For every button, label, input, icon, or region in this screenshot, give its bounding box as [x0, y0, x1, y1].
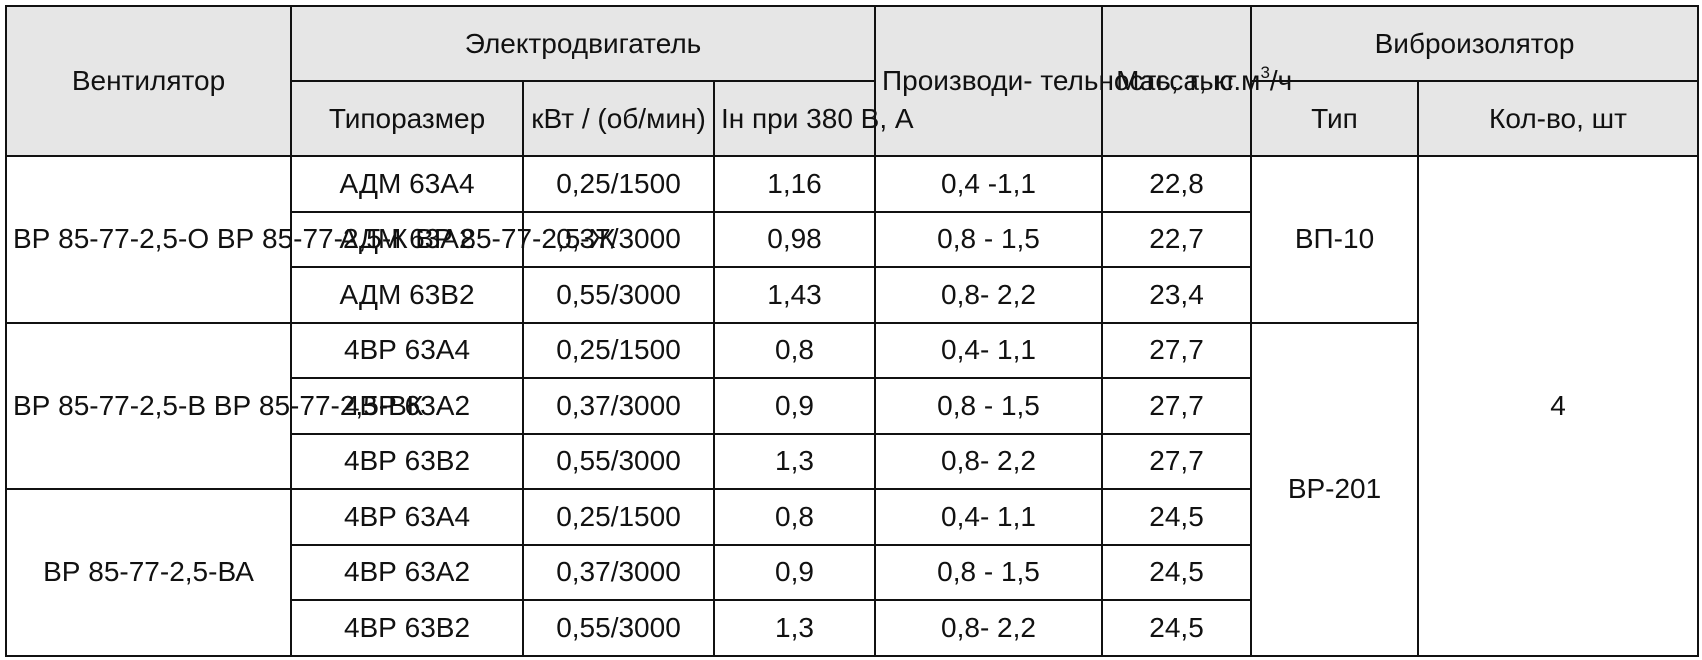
capacity-cell: 0,8- 2,2: [874, 599, 1104, 657]
specs-table: Вентилятор Электродвигатель Производи- т…: [5, 5, 1700, 657]
power-cell: 0,37/3000: [522, 543, 715, 601]
current-cell: 0,98: [712, 210, 877, 268]
header-row-1: Вентилятор Электродвигатель Производи- т…: [5, 5, 1700, 157]
size-cell: АДМ 63А2: [290, 210, 524, 268]
table-row: 4ВР 63А2 0,37/3000 0,9 0,8 - 1,5 27,7: [6, 377, 1698, 435]
size-cell: 4ВР 63В2: [290, 599, 524, 657]
current-cell: 0,9: [712, 377, 877, 435]
capacity-cell: 0,4- 1,1: [874, 488, 1104, 546]
table-row: АДМ 63В2 0,55/3000 1,43 0,8- 2,2 23,4: [6, 266, 1698, 324]
header-motor: Электродвигатель: [289, 5, 877, 82]
capacity-cell: 0,8 - 1,5: [874, 377, 1104, 435]
header-mass: Масса, кг: [1101, 5, 1253, 157]
header-fan: Вентилятор: [5, 5, 292, 157]
table-row: ВР 85-77-2,5-В ВР 85-77-2,5-ВК 4ВР 63А4 …: [5, 321, 1698, 657]
size-cell: 4ВР 63А4: [290, 321, 524, 379]
current-cell: 0,9: [712, 543, 877, 601]
capacity-cell: 0,8 - 1,5: [874, 543, 1104, 601]
header-iso-qty: Кол-во, шт: [1417, 80, 1700, 157]
isolator-type-cell: ВП-10: [1250, 155, 1420, 324]
current-cell: 1,43: [712, 266, 877, 324]
size-cell: АДМ 63А4: [290, 155, 524, 213]
table-row: ВР 85-77-2,5-ВА 4ВР 63А4 0,25/1500 0,8 0…: [5, 488, 1698, 657]
size-cell: 4ВР 63А2: [290, 543, 524, 601]
mass-cell: 22,7: [1101, 210, 1253, 268]
header-capacity-unit: /ч: [1269, 65, 1293, 96]
size-cell: 4ВР 63А2: [290, 377, 524, 435]
mass-cell: 27,7: [1101, 321, 1253, 379]
fan-cell: ВР 85-77-2,5-ВА: [5, 488, 292, 657]
current-cell: 1,3: [712, 599, 877, 657]
power-cell: 0,55/3000: [522, 599, 715, 657]
fan-cell: ВР 85-77-2,5-В ВР 85-77-2,5-ВК: [5, 321, 423, 490]
header-isolator: Виброизолятор: [1250, 5, 1700, 82]
power-cell: 0,25/1500: [522, 321, 715, 379]
mass-cell: 27,7: [1101, 432, 1253, 490]
power-cell: 0,37/3000: [522, 377, 715, 435]
isolator-type-cell: ВР-201: [1250, 321, 1420, 657]
mass-cell: 22,8: [1101, 155, 1253, 213]
mass-cell: 24,5: [1101, 488, 1253, 546]
table-row: 4ВР 63В2 0,55/3000 1,3 0,8- 2,2 27,7: [6, 432, 1698, 490]
power-cell: 0,55/3000: [522, 266, 715, 324]
header-iso-type: Тип: [1250, 80, 1420, 157]
table-row: АДМ 63А2 0,37/3000 0,98 0,8 - 1,5 22,7: [6, 210, 1698, 268]
current-cell: 1,16: [712, 155, 877, 213]
header-size: Типоразмер: [290, 80, 524, 157]
header-row-2: Типоразмер кВт / (об/мин) Iн при 380 В, …: [6, 80, 1700, 157]
size-cell: 4ВР 63В2: [290, 432, 524, 490]
capacity-cell: 0,4 -1,1: [874, 155, 1104, 213]
power-cell: 0,25/1500: [522, 488, 715, 546]
current-cell: 1,3: [712, 432, 877, 490]
capacity-cell: 0,4- 1,1: [874, 321, 1104, 379]
capacity-cell: 0,8- 2,2: [874, 266, 1104, 324]
current-cell: 0,8: [712, 488, 877, 546]
table-row: 4ВР 63В2 0,55/3000 1,3 0,8- 2,2 24,5: [6, 599, 1698, 657]
current-cell: 0,8: [712, 321, 877, 379]
isolator-qty-cell: 4: [1417, 155, 1700, 657]
power-cell: 0,25/1500: [522, 155, 715, 213]
table-row: 4ВР 63А2 0,37/3000 0,9 0,8 - 1,5 24,5: [6, 543, 1698, 601]
mass-cell: 24,5: [1101, 599, 1253, 657]
power-cell: 0,37/3000: [522, 210, 715, 268]
table-row: ВР 85-77-2,5-О ВР 85-77-2,5-К ВР 85-77-2…: [5, 155, 1700, 657]
header-power: кВт / (об/мин): [522, 80, 715, 157]
mass-cell: 24,5: [1101, 543, 1253, 601]
header-capacity-sup: 3: [1260, 62, 1270, 82]
fan-cell: ВР 85-77-2,5-О ВР 85-77-2,5-К ВР 85-77-2…: [5, 155, 615, 324]
header-current: Iн при 380 В, А: [712, 80, 914, 157]
size-cell: 4ВР 63А4: [290, 488, 524, 546]
mass-cell: 23,4: [1101, 266, 1253, 324]
capacity-cell: 0,8 - 1,5: [874, 210, 1104, 268]
size-cell: АДМ 63В2: [290, 266, 524, 324]
mass-cell: 27,7: [1101, 377, 1253, 435]
capacity-cell: 0,8- 2,2: [874, 432, 1104, 490]
power-cell: 0,55/3000: [522, 432, 715, 490]
